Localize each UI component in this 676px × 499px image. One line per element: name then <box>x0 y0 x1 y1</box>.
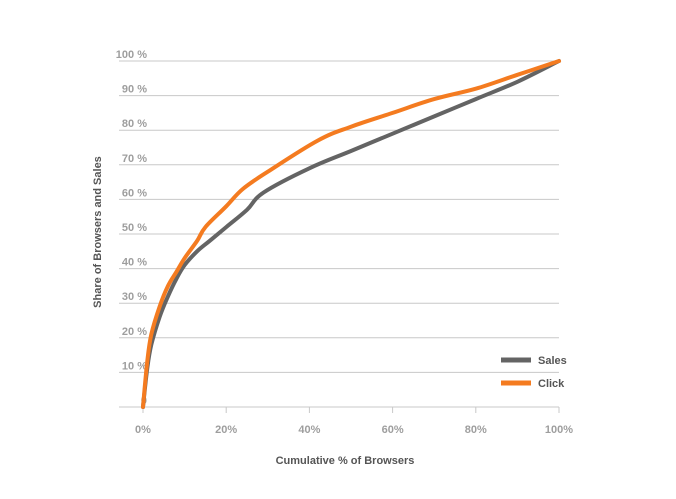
y-axis-ticks: 010 %20 %30 %40 %50 %60 %70 %80 %90 %100… <box>116 49 147 407</box>
legend-label-click: Click <box>538 378 565 390</box>
series-line-sales <box>141 59 561 409</box>
legend: Sales Click <box>501 355 567 390</box>
x-tick-label: 80% <box>465 424 487 436</box>
y-tick-label: 40 % <box>122 257 147 269</box>
x-tick-label: 0% <box>135 424 151 436</box>
grid-lines <box>119 60 559 408</box>
x-tick-label: 40% <box>298 424 320 436</box>
x-axis-ticks: 0% 20% 40% 60% 80% 100% <box>135 407 573 436</box>
series-line-click <box>141 59 561 409</box>
x-axis-label: Cumulative % of Browsers <box>276 455 415 467</box>
y-tick-label: 10 % <box>122 360 147 372</box>
y-tick-label: 90 % <box>122 84 147 96</box>
x-tick-label: 60% <box>382 424 404 436</box>
y-tick-label: 20 % <box>122 326 147 338</box>
y-tick-label: 70 % <box>122 153 147 165</box>
legend-label-sales: Sales <box>538 355 567 367</box>
y-tick-label: 80 % <box>122 118 147 130</box>
y-tick-label: 100 % <box>116 49 147 61</box>
y-tick-label: 30 % <box>122 291 147 303</box>
series-lines <box>141 59 561 409</box>
y-tick-label: 50 % <box>122 222 147 234</box>
x-tick-label: 20% <box>215 424 237 436</box>
x-tick-label: 100% <box>545 424 573 436</box>
y-axis-label: Share of Browsers and Sales <box>92 156 104 308</box>
y-tick-label: 60 % <box>122 187 147 199</box>
